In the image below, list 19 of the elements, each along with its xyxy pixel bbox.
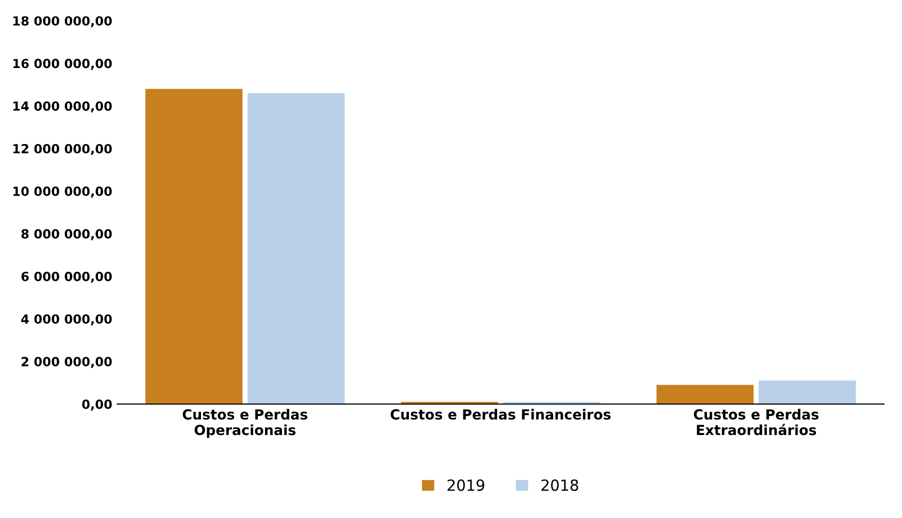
legend-label: 2019 <box>448 479 484 491</box>
y-tick-label: 12 000 000,00 <box>13 144 112 156</box>
y-tick-label: 8 000 000,00 <box>21 229 112 240</box>
x-tick-label: Custos e Perdas Operacionais <box>182 408 308 438</box>
bar <box>145 88 242 404</box>
y-tick-label: 18 000 000,00 <box>13 16 112 28</box>
y-tick-label: 16 000 000,00 <box>13 58 112 70</box>
y-tick-label: 6 000 000,00 <box>21 272 112 283</box>
legend-label: 2018 <box>541 479 578 491</box>
y-tick-label: 14 000 000,00 <box>13 101 112 112</box>
x-tick-label: Custos e Perdas Extraordinários <box>694 408 818 436</box>
y-tick-label: 0,00 <box>82 400 112 411</box>
bar <box>656 384 754 404</box>
bar <box>248 93 345 404</box>
bar <box>758 380 856 404</box>
y-tick-label: 2 000 000,00 <box>22 356 112 368</box>
x-tick-label: Custos e Perdas Financeiros <box>390 408 611 420</box>
y-tick-label: 4 000 000,00 <box>21 314 112 326</box>
y-tick-label: 10 000 000,00 <box>13 186 112 198</box>
